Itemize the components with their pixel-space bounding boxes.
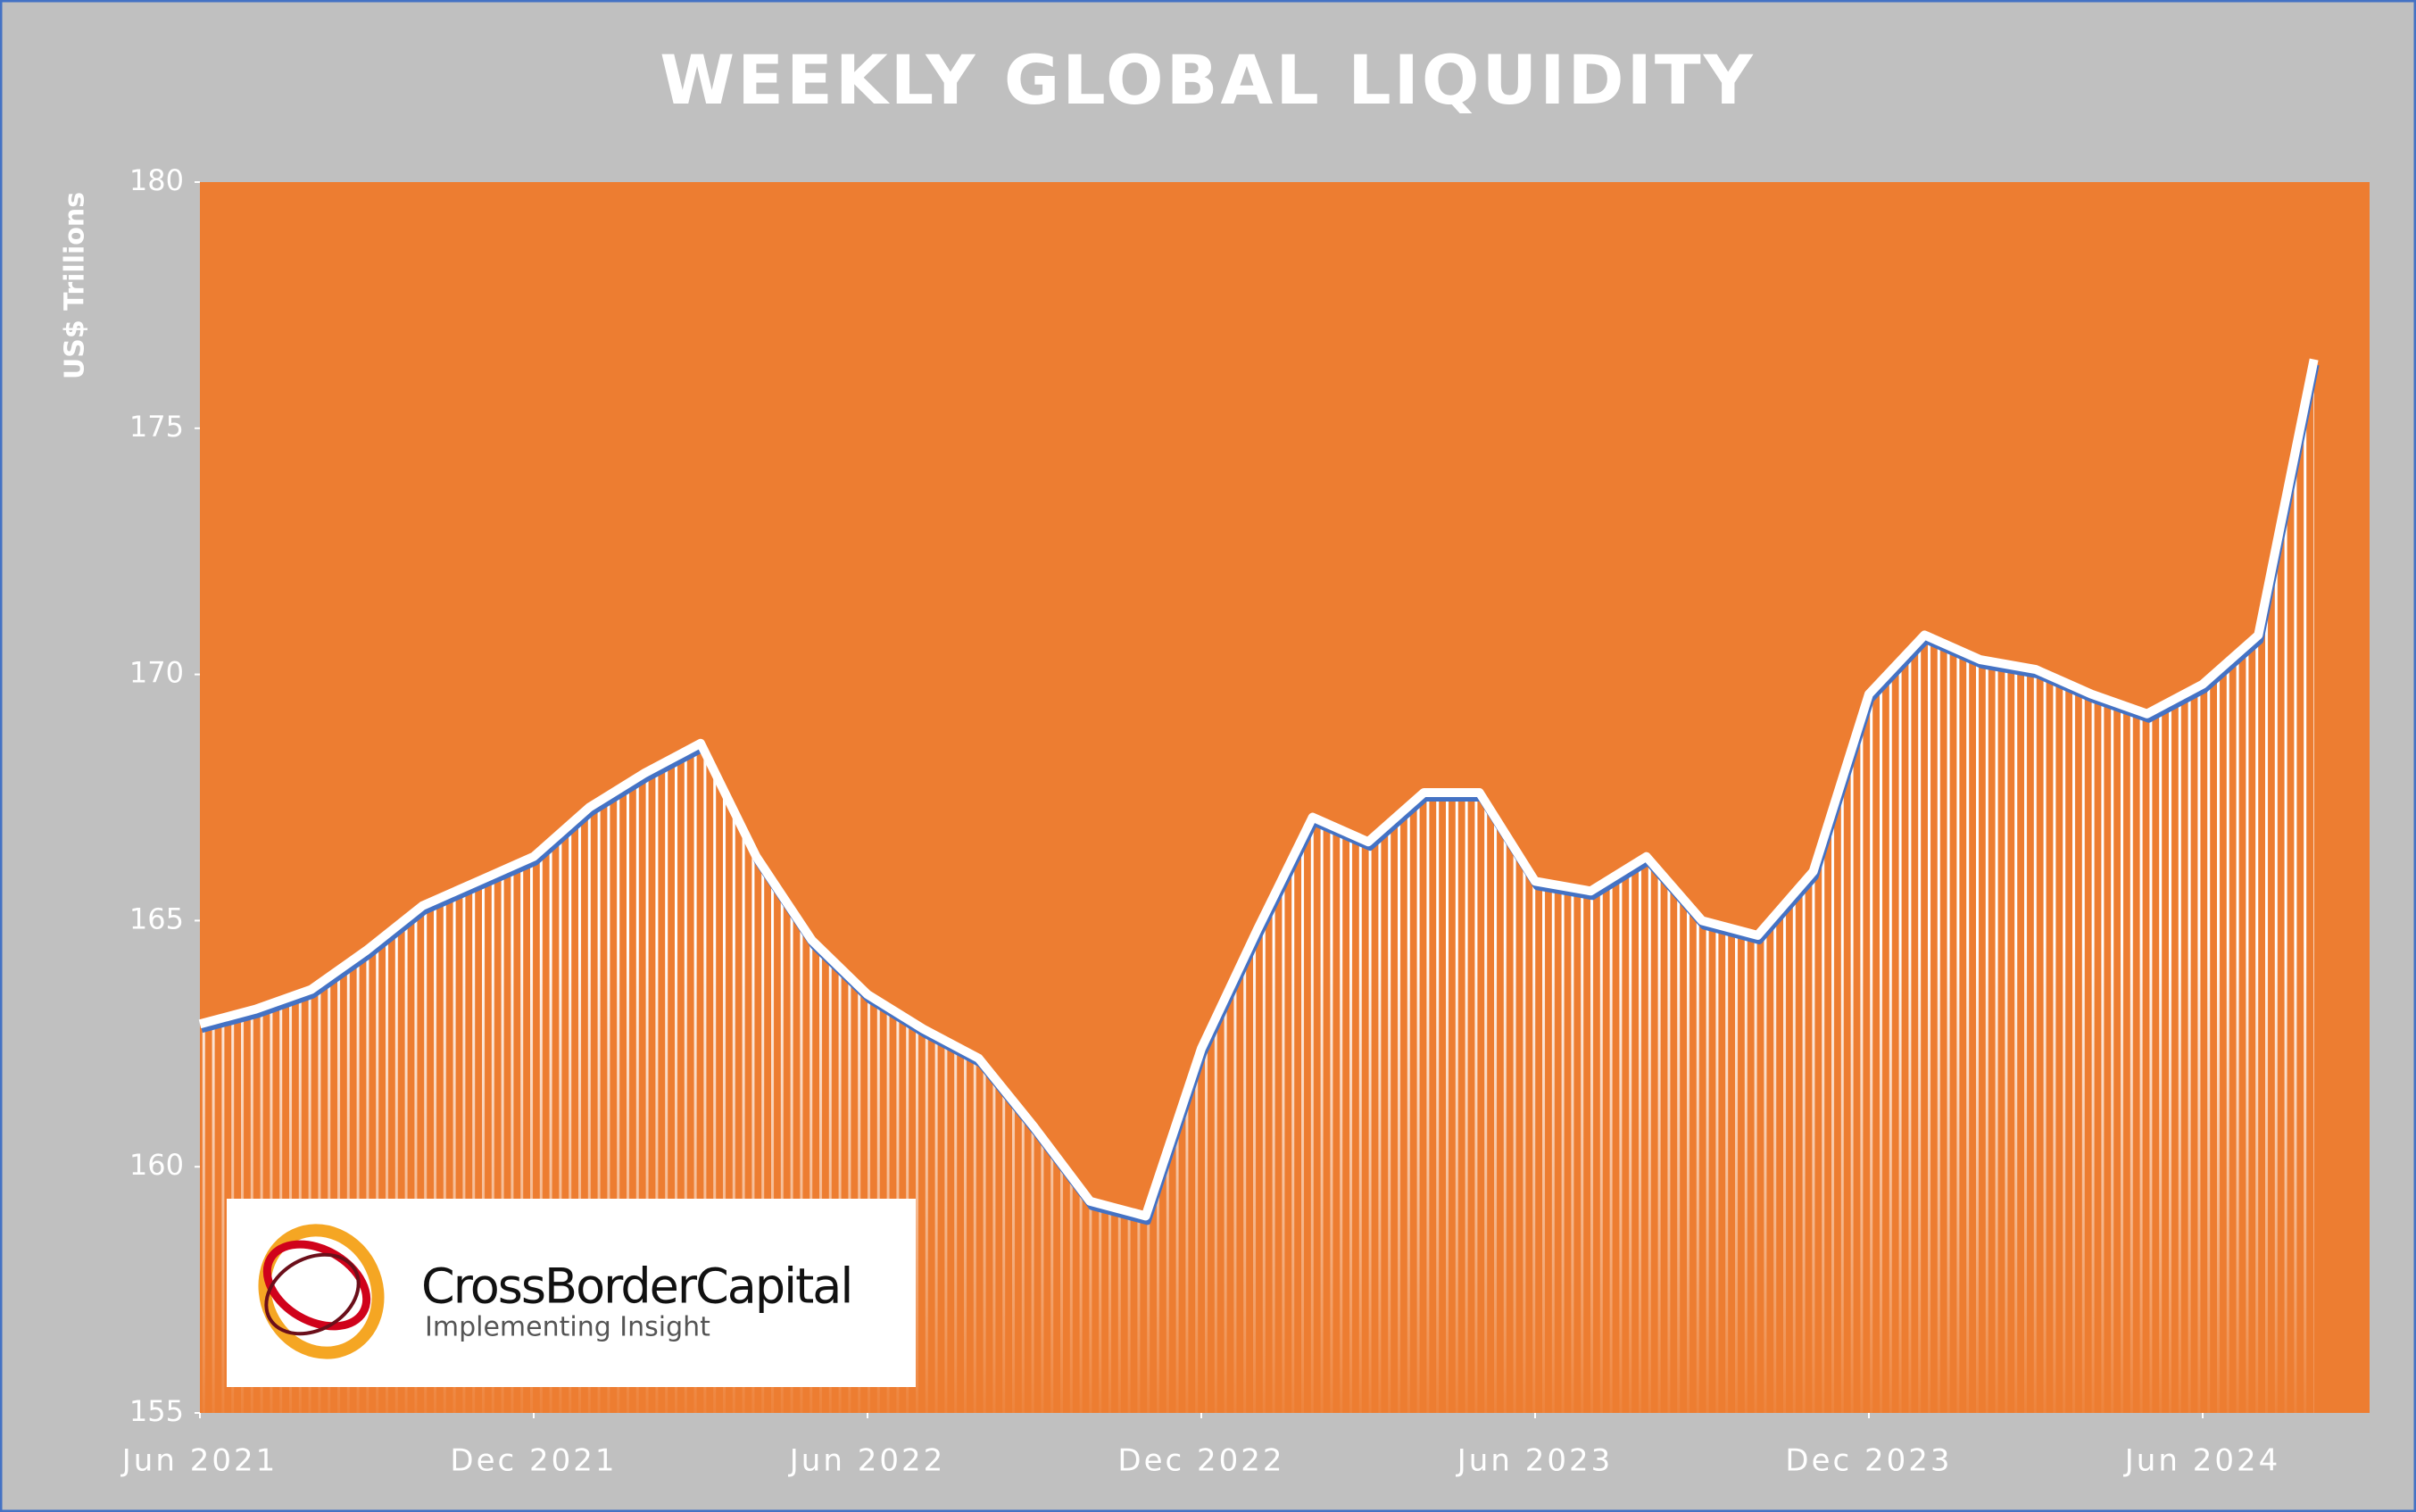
y-tick-label: 165 — [129, 901, 184, 935]
x-tick-label: Jun 2024 — [2123, 1443, 2280, 1479]
y-tick-label: 175 — [129, 410, 184, 444]
x-tick-label: Dec 2021 — [450, 1443, 617, 1479]
line — [198, 358, 2319, 1221]
y-tick-label: 170 — [129, 656, 184, 690]
x-tick-label: Jun 2022 — [788, 1443, 945, 1479]
area-fade — [200, 359, 2314, 1414]
logo-ring — [258, 1224, 385, 1359]
y-tick-label: 160 — [129, 1148, 184, 1182]
x-tick-label: Dec 2023 — [1785, 1443, 1952, 1479]
y-axis-label: US$ Trillions — [60, 192, 91, 379]
x-tick-label: Jun 2021 — [120, 1443, 278, 1479]
y-tick-label: 180 — [129, 163, 184, 197]
logo-name: CrossBorderCapital — [421, 1259, 851, 1315]
x-tick-label: Dec 2022 — [1117, 1443, 1284, 1479]
y-tick-label: 155 — [129, 1394, 184, 1428]
chart-title: WEEKLY GLOBAL LIQUIDITY — [660, 40, 1756, 120]
logo-tagline: Implementing Insight — [425, 1312, 710, 1343]
logo-ring — [264, 1252, 361, 1336]
x-tick-label: Jun 2023 — [1456, 1443, 1613, 1479]
